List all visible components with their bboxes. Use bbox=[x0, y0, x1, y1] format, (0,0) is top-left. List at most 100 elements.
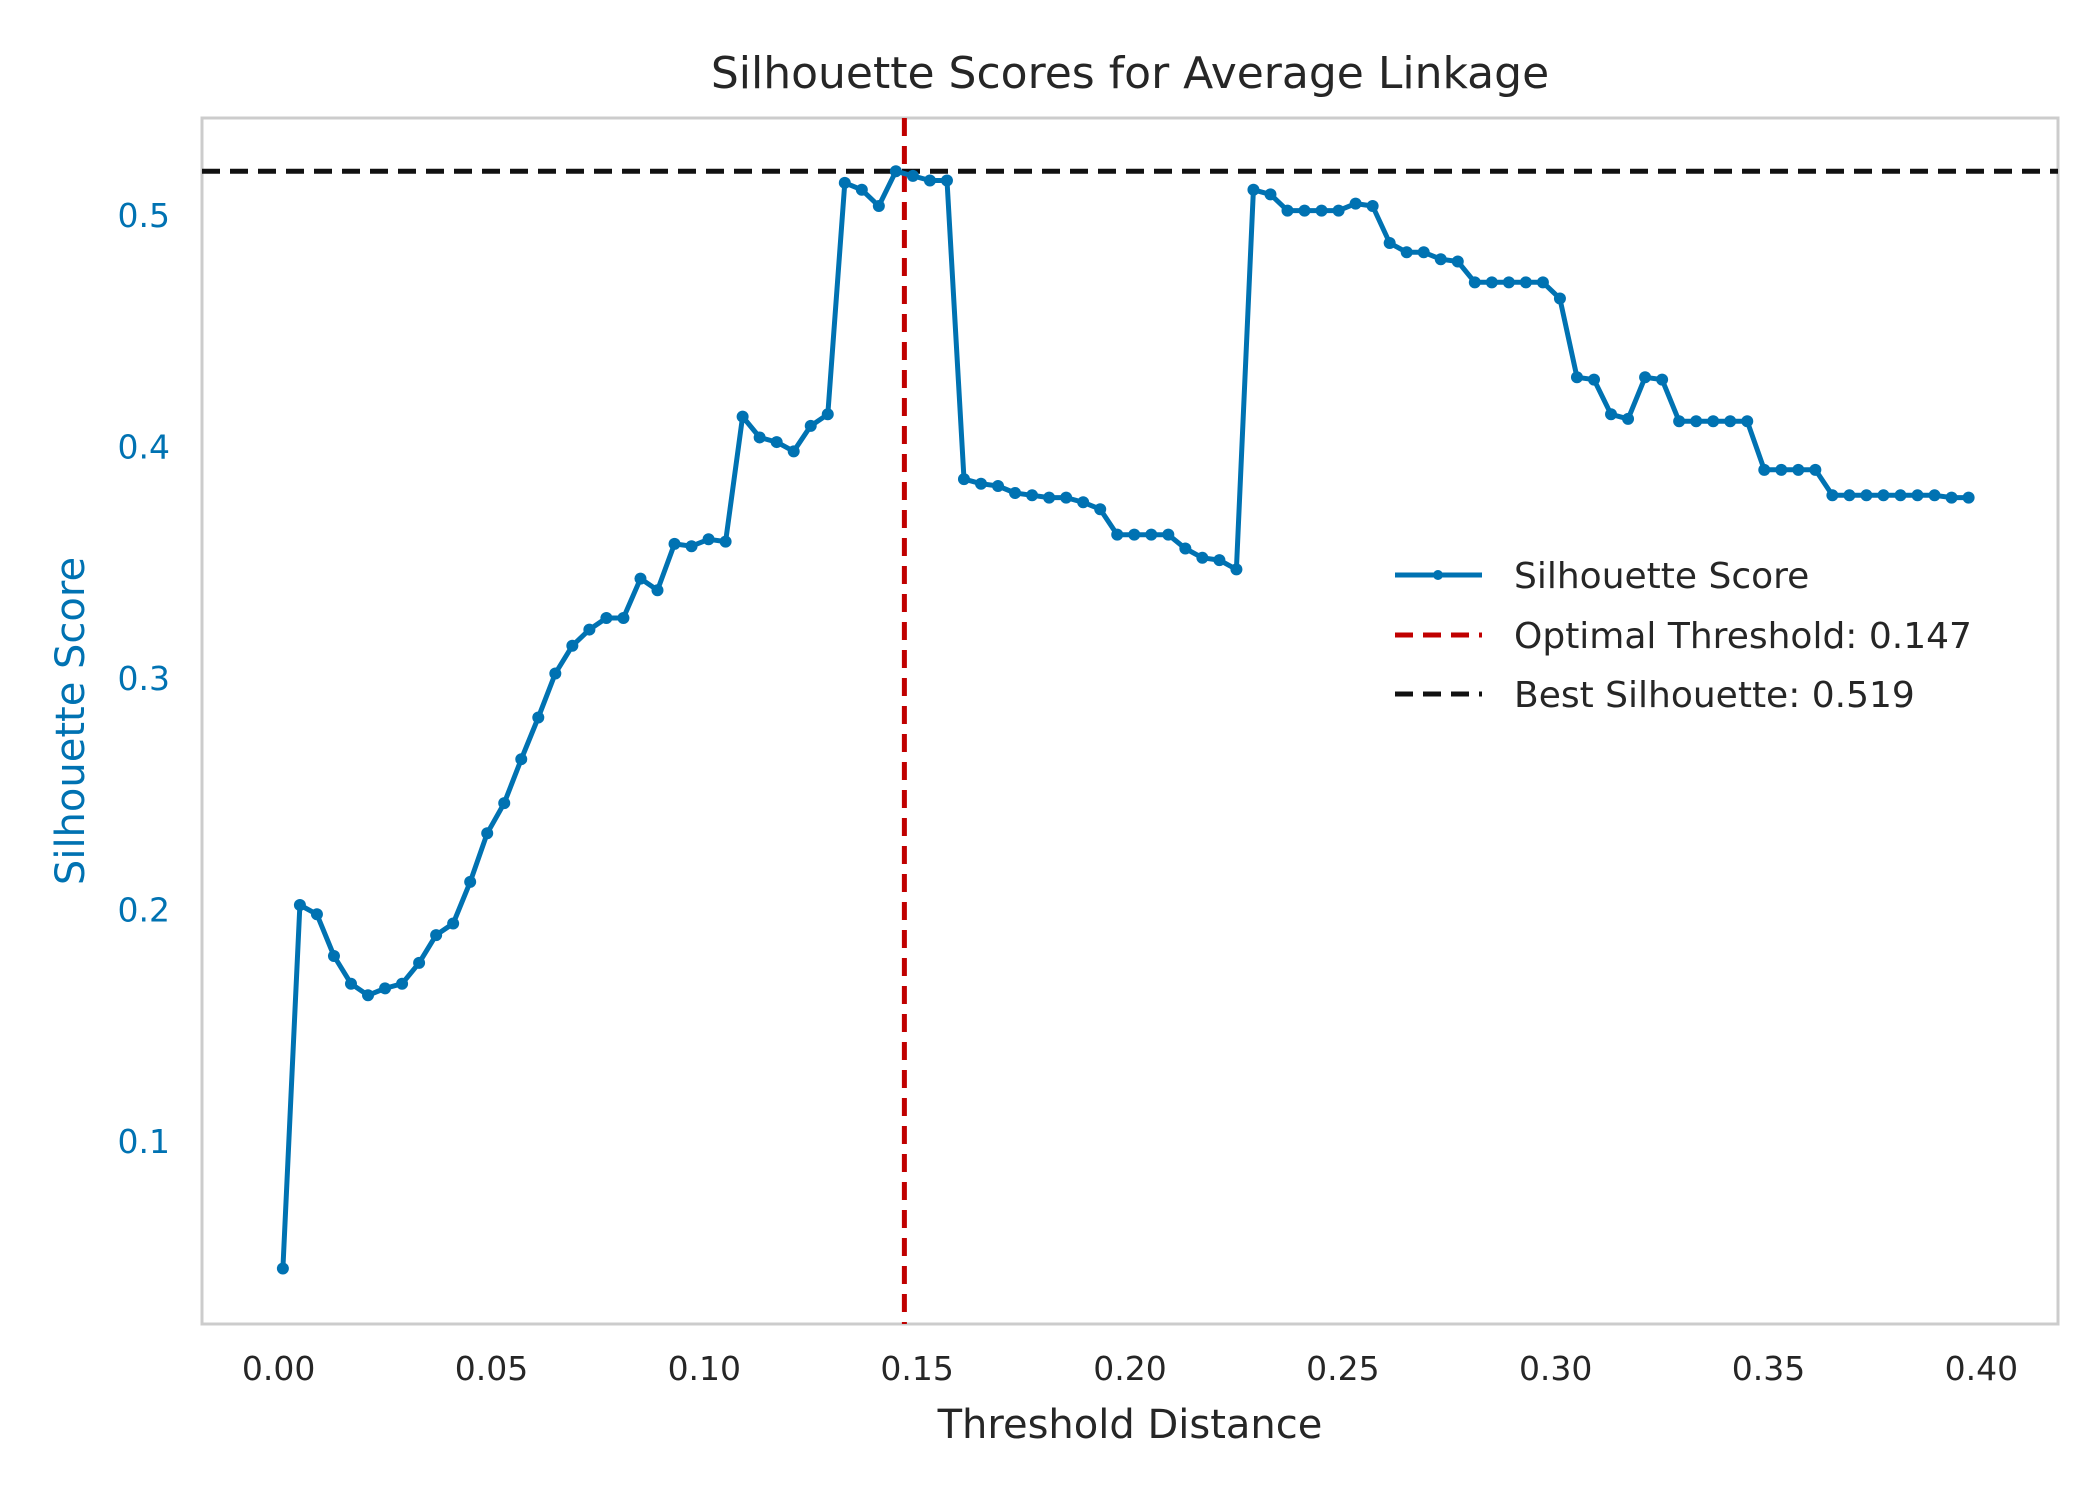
x-axis-ticks: 0.00 0.05 0.10 0.15 0.20 0.25 0.30 0.35 0.40 bbox=[242, 1349, 2018, 1388]
data-point bbox=[1417, 246, 1430, 259]
legend: Silhouette Score Optimal Threshold: 0.14… bbox=[1395, 556, 1972, 716]
data-point bbox=[1230, 563, 1243, 576]
data-point bbox=[872, 199, 885, 212]
data-point bbox=[1877, 489, 1890, 502]
data-point bbox=[566, 639, 579, 652]
data-point bbox=[362, 989, 375, 1002]
data-point bbox=[1060, 491, 1073, 504]
y-tick-label: 0.4 bbox=[118, 428, 170, 467]
data-point bbox=[1741, 415, 1754, 428]
y-axis-ticks: 0.1 0.2 0.3 0.4 0.5 bbox=[118, 196, 170, 1161]
data-point bbox=[481, 827, 494, 840]
data-point bbox=[1860, 489, 1873, 502]
data-point bbox=[379, 982, 392, 995]
data-point bbox=[413, 956, 426, 969]
data-point bbox=[1553, 292, 1566, 305]
data-point bbox=[770, 436, 783, 449]
legend-label-optimal-threshold: Optimal Threshold: 0.147 bbox=[1514, 616, 1972, 657]
data-point bbox=[1690, 415, 1703, 428]
data-point bbox=[719, 535, 732, 548]
x-axis-label: Threshold Distance bbox=[937, 1402, 1323, 1448]
data-point bbox=[975, 477, 988, 490]
data-point bbox=[1213, 554, 1226, 567]
legend-label-silhouette-score: Silhouette Score bbox=[1514, 556, 1809, 597]
data-point bbox=[1298, 204, 1311, 217]
data-point bbox=[447, 917, 460, 930]
data-point bbox=[276, 1262, 289, 1275]
data-point bbox=[736, 410, 749, 423]
data-point bbox=[1775, 463, 1788, 476]
data-point bbox=[1162, 528, 1175, 541]
data-point bbox=[549, 667, 562, 680]
data-point bbox=[1349, 197, 1362, 210]
series-layer bbox=[276, 165, 1975, 1275]
data-point bbox=[923, 174, 936, 187]
y-tick-label: 0.2 bbox=[118, 891, 170, 930]
data-point bbox=[634, 572, 647, 585]
data-point bbox=[1315, 204, 1328, 217]
data-point bbox=[1383, 236, 1396, 249]
data-point bbox=[498, 797, 511, 810]
data-point bbox=[396, 977, 409, 990]
data-point bbox=[1468, 276, 1481, 289]
reference-lines bbox=[202, 118, 2058, 1324]
data-point bbox=[992, 480, 1005, 493]
data-point bbox=[1281, 204, 1294, 217]
legend-marker-silhouette-score bbox=[1433, 570, 1443, 580]
x-tick-label: 0.25 bbox=[1306, 1349, 1379, 1388]
x-tick-label: 0.00 bbox=[242, 1349, 315, 1388]
data-point bbox=[1196, 551, 1209, 564]
data-point bbox=[1826, 489, 1839, 502]
data-point bbox=[1843, 489, 1856, 502]
data-point bbox=[1026, 489, 1039, 502]
data-point bbox=[1928, 489, 1941, 502]
plot-frame bbox=[200, 116, 2060, 1326]
data-point bbox=[1605, 408, 1618, 421]
data-point bbox=[702, 533, 715, 546]
legend-label-best-silhouette: Best Silhouette: 0.519 bbox=[1514, 675, 1915, 716]
data-point bbox=[1247, 183, 1260, 196]
data-point bbox=[1128, 528, 1141, 541]
data-point bbox=[1962, 491, 1975, 504]
data-point bbox=[515, 753, 528, 766]
data-point bbox=[1894, 489, 1907, 502]
data-point bbox=[1111, 528, 1124, 541]
data-point bbox=[1485, 276, 1498, 289]
x-tick-label: 0.20 bbox=[1093, 1349, 1166, 1388]
y-tick-label: 0.5 bbox=[118, 196, 170, 235]
y-tick-label: 0.1 bbox=[118, 1122, 170, 1161]
data-point bbox=[1639, 371, 1652, 384]
data-point bbox=[957, 473, 970, 486]
data-point bbox=[1724, 415, 1737, 428]
data-point bbox=[889, 165, 902, 178]
data-point bbox=[532, 711, 545, 724]
data-point bbox=[753, 431, 766, 444]
data-point bbox=[787, 445, 800, 458]
data-point bbox=[1451, 255, 1464, 268]
x-tick-label: 0.10 bbox=[668, 1349, 741, 1388]
data-point bbox=[1434, 253, 1447, 266]
data-point bbox=[1145, 528, 1158, 541]
data-point bbox=[617, 611, 630, 624]
data-point bbox=[1758, 463, 1771, 476]
x-tick-label: 0.05 bbox=[455, 1349, 528, 1388]
data-point bbox=[821, 408, 834, 421]
data-point bbox=[1179, 542, 1192, 555]
data-point bbox=[1502, 276, 1515, 289]
data-point bbox=[1077, 496, 1090, 509]
data-point bbox=[1570, 371, 1583, 384]
silhouette-score-line bbox=[280, 168, 1972, 1271]
data-point bbox=[310, 908, 323, 921]
data-point bbox=[464, 875, 477, 888]
data-point bbox=[804, 419, 817, 432]
y-axis-label: Silhouette Score bbox=[48, 557, 94, 885]
data-point bbox=[1264, 188, 1277, 201]
data-point bbox=[1809, 463, 1822, 476]
data-point bbox=[1094, 503, 1107, 516]
data-point bbox=[327, 949, 340, 962]
data-point bbox=[430, 929, 443, 942]
data-point bbox=[651, 584, 664, 597]
data-point bbox=[1009, 486, 1022, 499]
